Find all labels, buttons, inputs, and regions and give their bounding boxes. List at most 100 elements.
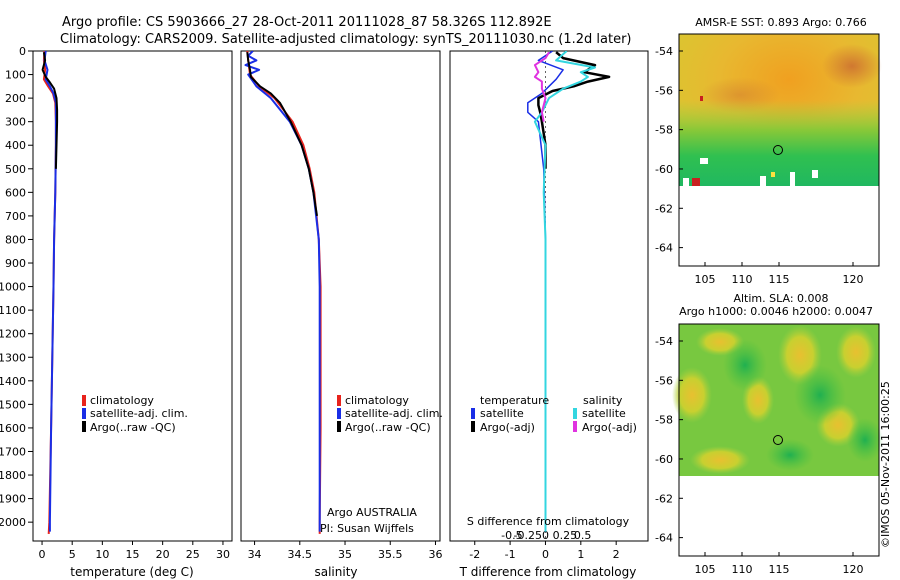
difference-legend: temperature satellite Argo(-adj) salinit…	[467, 394, 637, 528]
legend-swatch-temp-argo	[471, 421, 475, 432]
map-y-tick-label: -60	[655, 453, 673, 466]
sla-high-patch	[836, 326, 876, 378]
x-tick-label: 30	[216, 548, 230, 561]
legend-swatch-satellite	[82, 408, 86, 419]
depth-tick-label: 500	[5, 163, 26, 176]
x-tick-label: 5	[69, 548, 76, 561]
depth-tick-label: 0	[19, 45, 26, 58]
salinity-panel-frame	[240, 50, 441, 542]
map-y-tick-label: -58	[655, 124, 673, 137]
x-tick-label: 36	[428, 548, 442, 561]
depth-tick-label: 1700	[0, 445, 26, 458]
x-tick-label: 20	[156, 548, 170, 561]
series-line	[41, 52, 59, 169]
legend-label-sal-argo: Argo(-adj)	[582, 421, 637, 434]
sla-map-title-line2: Argo h1000: 0.0046 h2000: 0.0047	[679, 305, 873, 318]
s-difference-tick-label: 0	[542, 529, 549, 542]
x-tick-label: 35	[338, 548, 352, 561]
map-x-tick-label: 105	[695, 563, 716, 576]
legend-label-argo: Argo(..raw -QC)	[345, 421, 431, 434]
series-line	[533, 51, 596, 532]
series-line	[533, 51, 550, 122]
legend-label-satellite: satellite-adj. clim.	[90, 407, 188, 420]
sst-gap	[812, 170, 818, 178]
sst-warm-patch	[822, 44, 882, 88]
sst-argo-location-marker	[773, 145, 783, 155]
map-x-tick-label: 115	[769, 273, 790, 286]
x-tick-label: 10	[95, 548, 109, 561]
depth-tick-label: 1800	[0, 469, 26, 482]
legend-swatch-satellite	[337, 408, 341, 419]
sla-map: Altim. SLA: 0.008 Argo h1000: 0.0046 h20…	[655, 292, 883, 576]
sst-map-title: AMSR-E SST: 0.893 Argo: 0.766	[695, 16, 867, 29]
map-y-tick-label: -64	[655, 242, 673, 255]
sla-high-patch	[690, 446, 750, 474]
series-line	[537, 51, 611, 169]
depth-tick-label: 1600	[0, 422, 26, 435]
map-y-tick-label: -62	[655, 202, 673, 215]
series-line	[43, 51, 57, 532]
depth-tick-label: 200	[5, 92, 26, 105]
map-x-tick-label: 120	[843, 273, 864, 286]
legend-swatch-sal-satellite	[573, 408, 577, 419]
salinity-legend: climatology satellite-adj. clim. Argo(..…	[320, 394, 443, 535]
legend-label-climatology: climatology	[90, 394, 154, 407]
series-line	[246, 52, 318, 217]
legend-label-temp-argo: Argo(-adj)	[480, 421, 535, 434]
map-y-tick-label: -58	[655, 414, 673, 427]
depth-tick-label: 900	[5, 257, 26, 270]
legend-label-temp-satellite: satellite	[480, 407, 524, 420]
x-tick-label: 0	[542, 548, 549, 561]
legend-swatch-argo	[337, 421, 341, 432]
x-tick-label: 2	[613, 548, 620, 561]
depth-tick-label: 1900	[0, 493, 26, 506]
sla-low-patch	[794, 365, 846, 425]
temperature-x-axis: 0 5 10 15 20 25 30	[39, 541, 230, 561]
header-line2: Climatology: CARS2009. Satellite-adjuste…	[60, 32, 632, 47]
sla-high-patch	[672, 367, 712, 423]
sst-pixel	[700, 96, 703, 101]
sst-pixel	[771, 172, 775, 177]
legend-swatch-temp-satellite	[471, 408, 475, 419]
difference-series	[527, 51, 611, 532]
map-x-tick-label: 120	[843, 563, 864, 576]
sst-no-data-area	[679, 186, 879, 266]
sla-no-data-area	[679, 476, 879, 556]
s-difference-tick-label: -0.5	[501, 529, 522, 542]
depth-tick-label: 600	[5, 186, 26, 199]
x-tick-label: -1	[505, 548, 516, 561]
depth-tick-label: 1500	[0, 398, 26, 411]
legend-label-climatology: climatology	[345, 394, 409, 407]
s-difference-tick-label: -0.25	[514, 529, 542, 542]
header-line1: Argo profile: CS 5903666_27 28-Oct-2011 …	[62, 15, 552, 30]
map-y-tick-label: -64	[655, 532, 673, 545]
x-tick-label: 34	[248, 548, 262, 561]
sst-gap	[700, 158, 708, 164]
temperature-legend: climatology satellite-adj. clim. Argo(..…	[82, 394, 188, 434]
depth-tick-label: 800	[5, 233, 26, 246]
difference-xlabel: T difference from climatology	[459, 565, 637, 579]
sst-gap	[760, 176, 766, 186]
sst-gap	[683, 178, 689, 186]
sst-map-axes: -54 -56 -58 -60 -62 -64 105 110 115 120	[655, 45, 863, 286]
depth-tick-label: 1300	[0, 351, 26, 364]
map-x-tick-label: 110	[732, 563, 753, 576]
map-y-tick-label: -62	[655, 492, 673, 505]
series-line	[244, 51, 321, 532]
sla-map-title-line1: Altim. SLA: 0.008	[733, 292, 828, 305]
sla-argo-location-marker	[773, 435, 783, 445]
map-y-tick-label: -60	[655, 163, 673, 176]
credit-argo-australia: Argo AUSTRALIA	[327, 506, 417, 519]
salinity-series	[244, 51, 322, 534]
temperature-series	[41, 51, 59, 534]
difference-x-axis: -2 -1 0 1 2 -0.5-0.25 0 0.250.5	[469, 51, 620, 561]
difference-panel-frame	[449, 50, 649, 542]
sla-low-patch	[766, 439, 814, 471]
legend-title-salinity: salinity	[583, 394, 623, 407]
depth-tick-label: 1000	[0, 281, 26, 294]
map-x-tick-label: 115	[769, 563, 790, 576]
legend-label-argo: Argo(..raw -QC)	[90, 421, 176, 434]
temperature-panel-frame	[32, 50, 233, 542]
sla-low-patch	[723, 339, 767, 391]
